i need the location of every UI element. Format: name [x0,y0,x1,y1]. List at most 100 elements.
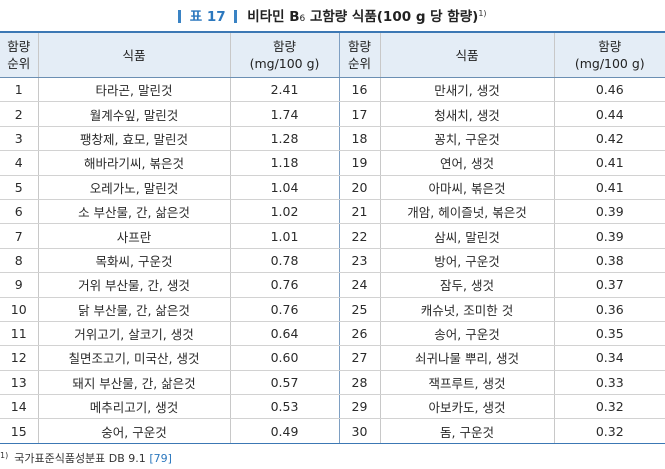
footnote-text: 국가표준식품성분표 DB 9.1 [14,452,150,465]
food-cell: 메추리고기, 생것 [37,394,230,420]
vitamin-b6-table: 함량 순위 식품 함량 (mg/100 g) 함량 순위 식품 함량 (mg/100 g… [0,31,665,444]
table-row: 12 칠면조고기, 미국산, 생것 0.60 27 쇠귀나물 뿌리, 생것 0.34 [0,345,665,371]
amount-cell: 0.33 [553,370,665,396]
amount-cell: 0.60 [229,345,339,371]
rank-cell: 22 [338,223,380,249]
food-cell: 잠두, 생것 [379,272,554,298]
rank-cell: 24 [338,272,380,298]
food-cell: 해바라기씨, 볶은것 [37,150,230,176]
rank-cell: 17 [338,101,380,127]
food-cell: 사프란 [37,223,230,249]
rank-cell: 9 [0,272,38,298]
food-cell: 칠면조고기, 미국산, 생것 [37,345,230,371]
caption-right-bar [233,10,237,23]
table-title: 비타민 B6 고함량 식품(100 g 당 함량)1) [247,9,486,25]
food-cell: 목화씨, 구운것 [37,248,230,274]
amount-cell: 0.76 [229,297,339,322]
rank-cell: 3 [0,126,38,152]
table-row: 1 타라곤, 말린것 2.41 16 만새기, 생것 0.46 [0,77,665,103]
amount-cell: 0.78 [229,248,339,274]
food-cell: 청새치, 생것 [379,101,554,127]
title-rest: 고함량 식품(100 g 당 함량) [305,9,479,25]
rank-cell: 26 [338,321,380,347]
food-cell: 팽창제, 효모, 말린것 [37,126,230,152]
header-amount-left: 함량 (mg/100 g) [229,31,339,78]
table-row: 13 돼지 부산물, 간, 삶은것 0.57 28 잭프루트, 생것 0.33 [0,370,665,396]
food-cell: 삼씨, 말린것 [379,223,554,249]
food-cell: 꽁치, 구운것 [379,126,554,152]
amount-cell: 1.74 [229,101,339,127]
rank-cell: 11 [0,321,38,347]
table-row: 11 거위고기, 살코기, 생것 0.64 26 송어, 구운것 0.35 [0,321,665,347]
amount-cell: 1.01 [229,223,339,249]
rank-cell: 20 [338,175,380,200]
caption-left-bar [178,10,182,23]
rank-cell: 19 [338,150,380,176]
header-food-left: 식품 [37,31,230,78]
rank-cell: 6 [0,199,38,225]
rank-cell: 13 [0,370,38,396]
rank-cell: 15 [0,418,38,444]
amount-cell: 0.53 [229,394,339,420]
amount-cell: 0.36 [553,297,665,322]
amount-cell: 1.18 [229,150,339,176]
table-row: 9 거위 부산물, 간, 생것 0.76 24 잠두, 생것 0.37 [0,272,665,298]
amount-cell: 0.39 [553,199,665,225]
table-row: 10 닭 부산물, 간, 삶은것 0.76 25 캐슈넛, 조미한 것 0.36 [0,297,665,322]
amount-cell: 0.57 [229,370,339,396]
rank-cell: 21 [338,199,380,225]
amount-cell: 0.39 [553,223,665,249]
rank-cell: 10 [0,297,38,322]
rank-cell: 27 [338,345,380,371]
title-note-mark: 1) [478,9,487,18]
food-cell: 송어, 구운것 [379,321,554,347]
food-cell: 타라곤, 말린것 [37,77,230,103]
food-cell: 캐슈넛, 조미한 것 [379,297,554,322]
amount-cell: 0.64 [229,321,339,347]
rank-cell: 14 [0,394,38,420]
footnote: 1) 국가표준식품성분표 DB 9.1 [79] [0,450,172,466]
food-cell: 거위 부산물, 간, 생것 [37,272,230,298]
food-cell: 오레가노, 말린것 [37,175,230,200]
rank-cell: 25 [338,297,380,322]
table-row: 7 사프란 1.01 22 삼씨, 말린것 0.39 [0,223,665,249]
rank-cell: 29 [338,394,380,420]
footnote-mark: 1) [0,451,9,460]
table-row: 2 월계수잎, 말린것 1.74 17 청새치, 생것 0.44 [0,101,665,127]
food-cell: 닭 부산물, 간, 삶은것 [37,297,230,322]
table-row: 15 숭어, 구운것 0.49 30 돔, 구운것 0.32 [0,418,665,444]
header-rank-left: 함량 순위 [0,31,38,78]
amount-cell: 0.37 [553,272,665,298]
title-subscript: 6 [299,14,306,24]
food-cell: 쇠귀나물 뿌리, 생것 [379,345,554,371]
amount-cell: 0.32 [553,394,665,420]
amount-cell: 0.32 [553,418,665,444]
rank-cell: 16 [338,77,380,103]
footnote-reference-link[interactable]: [79] [149,452,172,465]
rank-cell: 2 [0,101,38,127]
food-cell: 돔, 구운것 [379,418,554,444]
amount-cell: 0.46 [553,77,665,103]
header-amount-right: 함량 (mg/100 g) [553,31,665,78]
table-row: 4 해바라기씨, 볶은것 1.18 19 연어, 생것 0.41 [0,150,665,176]
rank-cell: 8 [0,248,38,274]
rank-cell: 23 [338,248,380,274]
amount-cell: 0.76 [229,272,339,298]
rank-cell: 7 [0,223,38,249]
header-food-right: 식품 [379,31,554,78]
food-cell: 월계수잎, 말린것 [37,101,230,127]
food-cell: 잭프루트, 생것 [379,370,554,396]
header-rank-right: 함량 순위 [338,31,380,78]
amount-cell: 0.42 [553,126,665,152]
food-cell: 돼지 부산물, 간, 삶은것 [37,370,230,396]
food-cell: 소 부산물, 간, 삶은것 [37,199,230,225]
table-number: 표 17 [189,9,226,25]
table-caption: 표 17 비타민 B6 고함량 식품(100 g 당 함량)1) [0,2,665,26]
food-cell: 개암, 헤이즐넛, 볶은것 [379,199,554,225]
title-main: 비타민 B [247,9,300,25]
food-cell: 거위고기, 살코기, 생것 [37,321,230,347]
amount-cell: 0.44 [553,101,665,127]
table-row: 8 목화씨, 구운것 0.78 23 방어, 구운것 0.38 [0,248,665,274]
header-row: 함량 순위 식품 함량 (mg/100 g) 함량 순위 식품 함량 (mg/100 g… [0,31,665,78]
